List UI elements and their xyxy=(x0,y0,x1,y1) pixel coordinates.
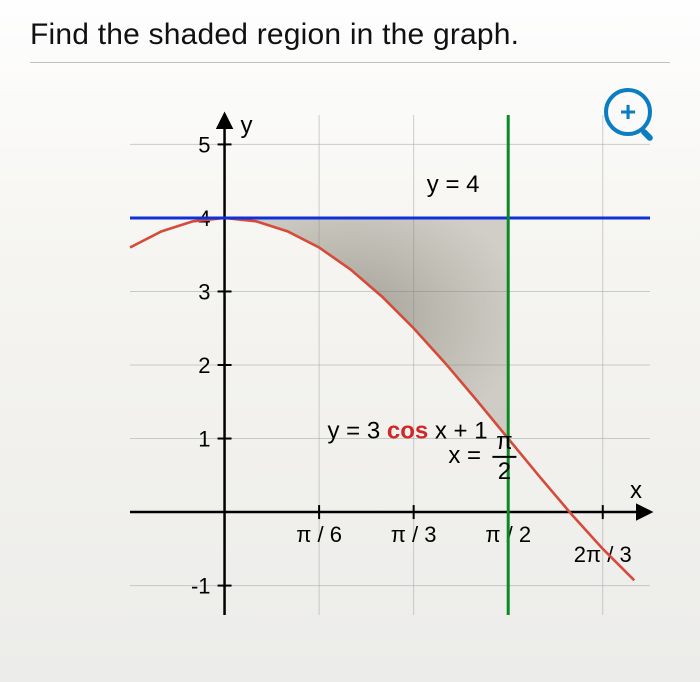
x-tick-label: 2π / 3 xyxy=(574,542,632,567)
divider xyxy=(30,62,670,63)
chart: -112345π / 6π / 3π / 22π / 3yxy = 3 cos … xyxy=(40,95,660,665)
svg-text:π: π xyxy=(496,428,513,455)
chart-svg: -112345π / 6π / 3π / 22π / 3yxy = 3 cos … xyxy=(40,95,660,665)
y-tick-label: 2 xyxy=(198,353,210,378)
y-tick-label: 1 xyxy=(198,427,210,452)
hline-label: y = 4 xyxy=(427,171,480,198)
page-title: Find the shaded region in the graph. xyxy=(30,18,670,52)
y-tick-label: 3 xyxy=(198,279,210,304)
y-tick-label: -1 xyxy=(191,574,211,599)
svg-text:x =: x = xyxy=(448,442,481,469)
y-tick-label: 5 xyxy=(198,132,210,157)
y-axis-label: y xyxy=(241,112,253,139)
shaded-region xyxy=(225,218,509,439)
cos-curve-label: y = 3 cos x + 1 xyxy=(327,418,487,445)
x-axis-label: x xyxy=(630,477,642,504)
x-tick-label: π / 6 xyxy=(296,522,342,547)
svg-text:2: 2 xyxy=(498,458,511,485)
x-tick-label: π / 3 xyxy=(391,522,437,547)
